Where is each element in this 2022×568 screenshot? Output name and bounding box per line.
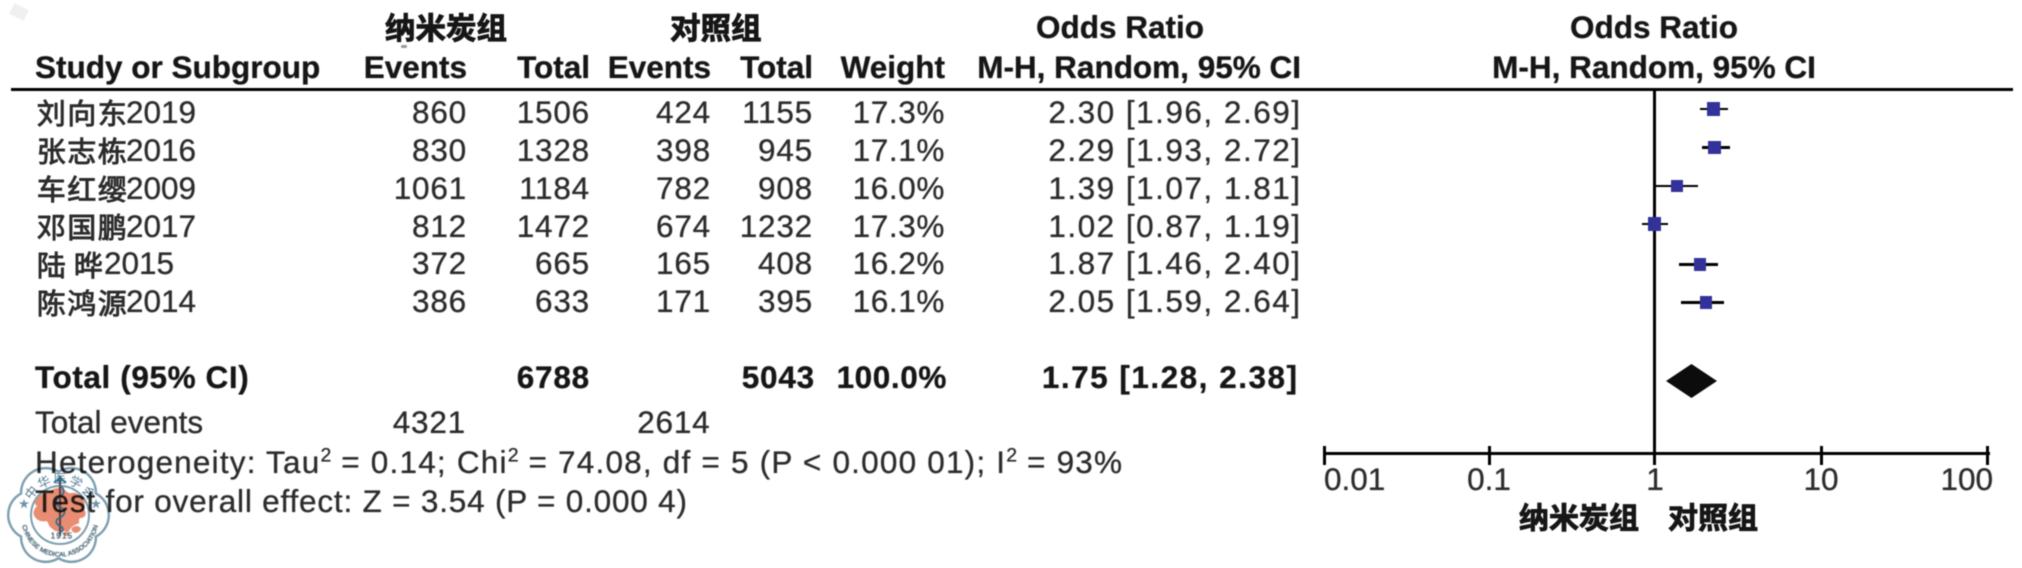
- svg-text:1915: 1915: [51, 532, 74, 541]
